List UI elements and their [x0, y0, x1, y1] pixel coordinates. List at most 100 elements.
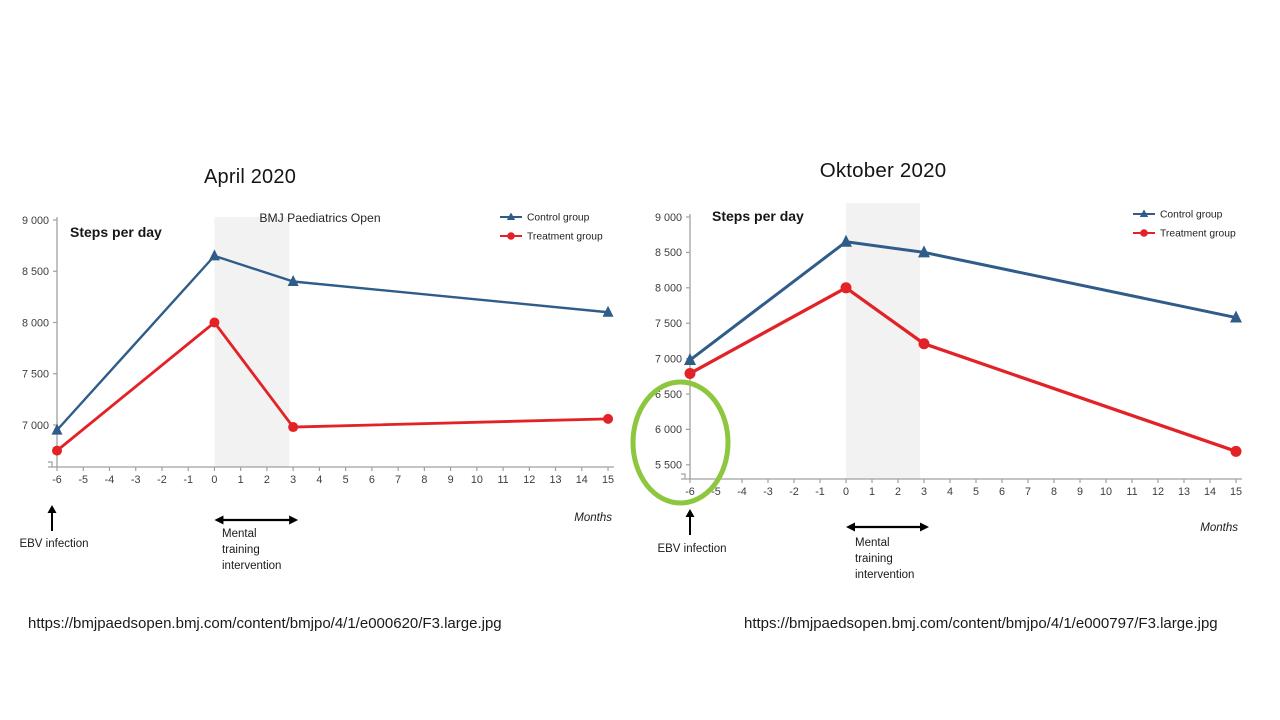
months-axis-label: Months	[574, 512, 612, 524]
x-tick-label: 13	[1178, 486, 1190, 498]
x-tick-label: 11	[497, 474, 508, 486]
x-tick-label: -1	[183, 474, 193, 486]
x-tick-label: 15	[1230, 486, 1242, 498]
x-tick-label: 0	[211, 474, 217, 486]
x-tick-label: 4	[316, 474, 322, 486]
x-tick-label: 6	[369, 474, 375, 486]
y-tick-label: 8 500	[655, 247, 682, 259]
x-tick-label: 7	[395, 474, 401, 486]
x-tick-label: 11	[1126, 486, 1137, 498]
x-tick-label: -1	[815, 486, 825, 498]
ebv-arrow-head	[685, 509, 695, 517]
intervention-arrow-right-head	[289, 515, 299, 525]
x-tick-label: 1	[869, 486, 875, 498]
y-tick-label: 7 000	[655, 353, 682, 365]
treatment-marker	[209, 317, 220, 328]
x-tick-label: -6	[685, 486, 695, 498]
legend-item: Control group	[500, 212, 590, 224]
y-tick-label: 6 500	[655, 389, 682, 401]
legend-label: Treatment group	[527, 232, 603, 243]
treatment-marker	[918, 338, 930, 350]
x-tick-label: 5	[973, 486, 979, 498]
treatment-marker	[1230, 445, 1242, 457]
x-tick-label: -3	[131, 474, 141, 486]
control-marker	[602, 305, 614, 317]
x-tick-label: 14	[1204, 486, 1216, 498]
y-tick-label: 5 500	[655, 460, 682, 472]
legend-circle-marker	[507, 232, 515, 240]
axis-hook	[48, 461, 53, 467]
x-tick-label: 2	[264, 474, 270, 486]
ebv-arrow-head	[47, 505, 57, 513]
x-tick-label: -4	[105, 474, 115, 486]
intervention-label-line: intervention	[222, 560, 281, 572]
x-tick-label: -4	[737, 486, 747, 498]
x-tick-label: 1	[238, 474, 244, 486]
x-tick-label: 4	[947, 486, 953, 498]
control-marker	[918, 245, 930, 258]
legend-label: Control group	[1160, 210, 1223, 221]
journal-watermark: BMJ Paediatrics Open	[259, 211, 380, 225]
y-tick-label: 7 500	[22, 369, 49, 381]
months-axis-label: Months	[1200, 522, 1238, 534]
control-marker	[1230, 310, 1242, 323]
control-line	[56, 254, 609, 431]
legend-triangle-marker	[1139, 209, 1149, 217]
treatment-line	[56, 321, 609, 452]
treatment-marker	[603, 413, 614, 424]
treatment-marker	[52, 445, 62, 456]
x-tick-label: -2	[789, 486, 799, 498]
control-marker	[684, 353, 696, 366]
x-tick-label: 12	[1152, 486, 1164, 498]
intervention-arrow-left-head	[214, 515, 224, 525]
chart-title-april: April 2020	[203, 166, 297, 188]
intervention-label-line: intervention	[855, 569, 914, 581]
x-tick-label: 7	[1025, 486, 1031, 498]
x-tick-label: 6	[999, 486, 1005, 498]
control-marker	[287, 275, 299, 286]
x-tick-label: -6	[52, 474, 62, 486]
intervention-arrow-right-head	[920, 522, 929, 532]
x-tick-label: 2	[895, 486, 901, 498]
control-line	[689, 240, 1237, 362]
intervention-shaded-band	[214, 217, 290, 467]
x-tick-label: 15	[602, 474, 614, 486]
legend-item: Control group	[1133, 209, 1223, 221]
ebv-infection-label: EBV infection	[19, 538, 88, 550]
axis-hook	[681, 473, 686, 479]
ebv-infection-label: EBV infection	[657, 543, 726, 555]
x-tick-label: 9	[1077, 486, 1083, 498]
y-tick-label: 8 000	[22, 317, 49, 329]
legend-item: Treatment group	[1133, 229, 1236, 240]
steps-per-day-label: Steps per day	[70, 224, 162, 240]
x-tick-label: -5	[711, 486, 721, 498]
x-tick-label: -3	[763, 486, 773, 498]
legend-label: Treatment group	[1160, 229, 1236, 240]
y-tick-label: 9 000	[22, 215, 49, 227]
x-tick-label: 3	[921, 486, 927, 498]
y-tick-label: 8 000	[655, 283, 682, 295]
intervention-label-line: training	[222, 544, 260, 556]
control-marker	[840, 234, 852, 247]
treatment-line	[689, 286, 1237, 453]
x-tick-label: -2	[157, 474, 167, 486]
source-url-oktober: https://bmjpaedsopen.bmj.com/content/bmj…	[744, 615, 1218, 632]
x-tick-label: 12	[523, 474, 535, 486]
x-tick-label: 8	[1051, 486, 1057, 498]
x-tick-label: 10	[471, 474, 483, 486]
oktober-chart: 9 000 8 500 8 000 7 500 7 000 6 500 6 000 5 500…	[630, 203, 1242, 581]
legend-circle-marker	[1140, 229, 1148, 237]
intervention-label-line: training	[855, 553, 893, 565]
y-tick-label: 6 000	[655, 424, 682, 436]
x-tick-label: 13	[550, 474, 562, 486]
source-url-april: https://bmjpaedsopen.bmj.com/content/bmj…	[28, 615, 502, 632]
x-tick-label: 10	[1100, 486, 1112, 498]
x-tick-label: 14	[576, 474, 588, 486]
treatment-marker	[840, 282, 852, 294]
legend-item: Treatment group	[500, 232, 603, 243]
x-tick-label: 3	[290, 474, 296, 486]
treatment-marker	[684, 367, 696, 379]
y-tick-label: 8 500	[22, 266, 49, 278]
x-tick-label: 8	[421, 474, 427, 486]
